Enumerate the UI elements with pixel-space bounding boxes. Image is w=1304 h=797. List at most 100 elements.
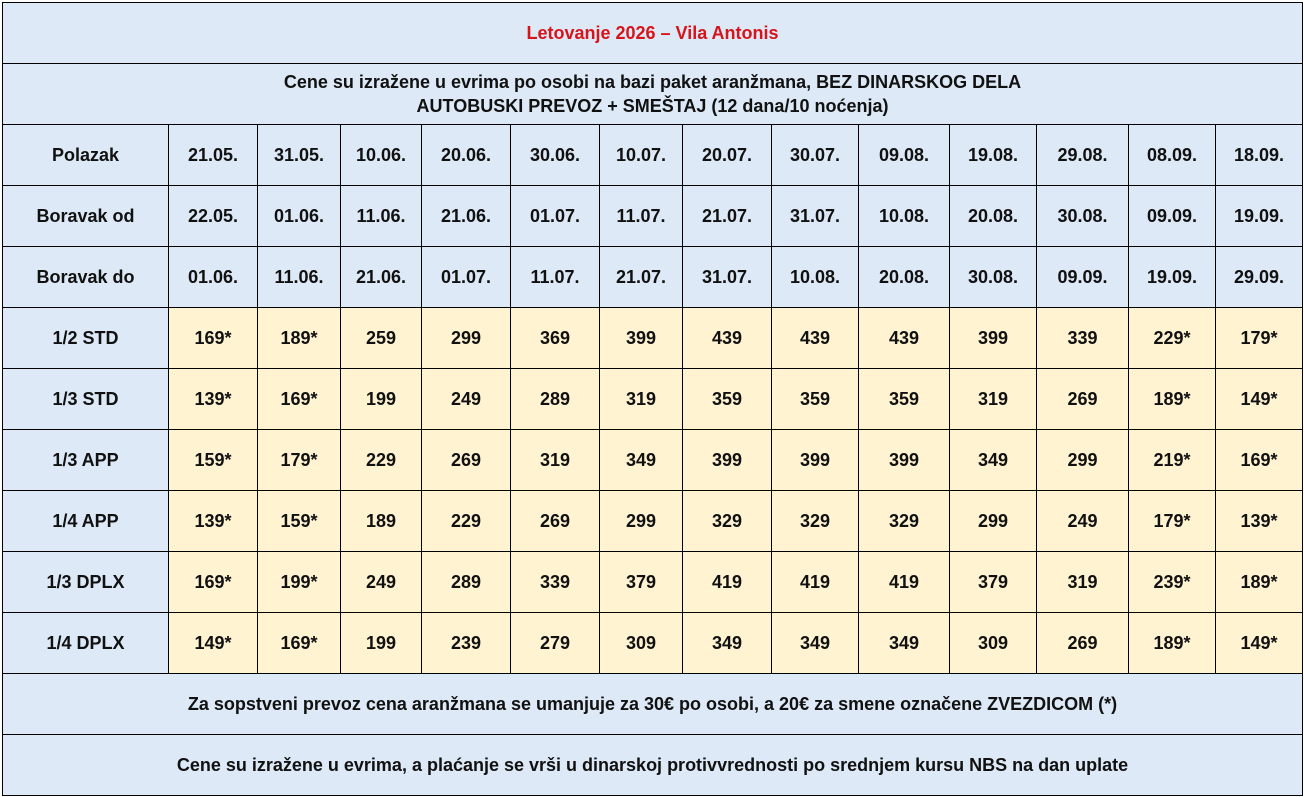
date-row: Boravak do 01.06. 11.06. 21.06. 01.07. 11.07.… [2,246,1304,308]
price-cell: 439 [771,307,859,369]
date-cell: 30.08. [949,246,1037,308]
price-cell: 359 [682,368,772,430]
price-cell: 169* [1214,429,1304,491]
price-cell: 239* [1128,551,1216,613]
dates-section: Polazak 21.05. 31.05. 10.06. 20.06. 30.06. 10.… [2,124,1304,308]
date-cell: 10.08. [858,185,950,247]
info-row: Cene su izražene u evrima po osobi na ba… [1,63,1304,125]
price-cell: 149* [168,612,258,674]
price-cell: 349 [682,612,772,674]
price-row: 1/2 STD 169* 189* 259 299 369 399 439 439 439 399 3… [2,307,1304,369]
date-cell: 21.07. [682,185,772,247]
price-cell: 169* [257,612,341,674]
price-cell: 199 [340,612,422,674]
price-cell: 279 [510,612,600,674]
date-cell: 01.06. [168,246,258,308]
date-cell: 31.07. [771,185,859,247]
price-cell: 399 [858,429,950,491]
price-cell: 159* [168,429,258,491]
date-row: Boravak od 22.05. 01.06. 11.06. 21.06. 01.07.… [2,185,1304,247]
price-cell: 359 [858,368,950,430]
row-label: 1/3 STD [2,368,169,430]
price-row: 1/4 APP 139* 159* 189 229 269 299 329 329 329 299 2… [2,490,1304,552]
price-cell: 259 [340,307,422,369]
price-cell: 319 [599,368,683,430]
prices-section: 1/2 STD 169* 189* 259 299 369 399 439 439 439 399 3… [2,307,1304,674]
date-cell: 09.09. [1128,185,1216,247]
date-cell: 31.05. [257,124,341,186]
price-cell: 299 [1036,429,1129,491]
price-cell: 269 [510,490,600,552]
price-cell: 349 [599,429,683,491]
price-cell: 189* [1128,612,1216,674]
date-cell: 10.08. [771,246,859,308]
price-cell: 269 [421,429,511,491]
price-cell: 329 [858,490,950,552]
price-cell: 369 [510,307,600,369]
note-row: Cene su izražene u evrima, a plaćanje se… [1,734,1304,796]
price-cell: 169* [257,368,341,430]
date-cell: 21.05. [168,124,258,186]
price-cell: 249 [340,551,422,613]
price-cell: 289 [421,551,511,613]
date-cell: 29.09. [1214,246,1304,308]
price-cell: 399 [771,429,859,491]
price-cell: 309 [599,612,683,674]
price-cell: 189* [1128,368,1216,430]
note-row: Za sopstveni prevoz cena aranžmana se um… [1,673,1304,735]
price-cell: 329 [682,490,772,552]
date-cell: 21.07. [599,246,683,308]
row-label: 1/4 APP [2,490,169,552]
price-cell: 309 [949,612,1037,674]
price-cell: 299 [949,490,1037,552]
date-cell: 18.09. [1214,124,1304,186]
price-cell: 439 [682,307,772,369]
price-cell: 399 [682,429,772,491]
date-cell: 10.07. [599,124,683,186]
price-cell: 159* [257,490,341,552]
price-cell: 149* [1214,368,1304,430]
price-cell: 349 [858,612,950,674]
row-label: 1/4 DPLX [2,612,169,674]
price-row: 1/4 DPLX 149* 169* 199 239 279 309 349 349 349 309… [2,612,1304,674]
date-cell: 20.07. [682,124,772,186]
pricing-info: Cene su izražene u evrima po osobi na ba… [1,63,1304,125]
price-cell: 219* [1128,429,1216,491]
row-label: Boravak do [2,246,169,308]
row-label: 1/3 DPLX [2,551,169,613]
date-cell: 19.08. [949,124,1037,186]
pricing-info-line-2: AUTOBUSKI PREVOZ + SMEŠTAJ (12 dana/10 n… [416,96,889,116]
price-cell: 419 [858,551,950,613]
price-cell: 189* [1214,551,1304,613]
date-cell: 09.08. [858,124,950,186]
title-row: Letovanje 2026 – Vila Antonis [1,2,1304,64]
price-cell: 149* [1214,612,1304,674]
price-row: 1/3 APP 159* 179* 229 269 319 349 399 399 399 349 2… [2,429,1304,491]
price-row: 1/3 DPLX 169* 199* 249 289 339 379 419 419 419 379… [2,551,1304,613]
price-cell: 249 [421,368,511,430]
price-cell: 419 [682,551,772,613]
date-cell: 30.08. [1036,185,1129,247]
price-cell: 139* [168,490,258,552]
price-cell: 169* [168,307,258,369]
price-cell: 329 [771,490,859,552]
price-cell: 289 [510,368,600,430]
date-cell: 29.08. [1036,124,1129,186]
date-cell: 30.07. [771,124,859,186]
date-cell: 11.06. [257,246,341,308]
date-cell: 21.06. [340,246,422,308]
price-cell: 379 [599,551,683,613]
row-label: Polazak [2,124,169,186]
date-cell: 19.09. [1214,185,1304,247]
price-cell: 139* [1214,490,1304,552]
row-label: 1/3 APP [2,429,169,491]
price-cell: 229 [340,429,422,491]
price-cell: 319 [949,368,1037,430]
row-label: 1/2 STD [2,307,169,369]
price-cell: 199 [340,368,422,430]
price-cell: 169* [168,551,258,613]
date-cell: 08.09. [1128,124,1216,186]
price-cell: 199* [257,551,341,613]
price-cell: 179* [257,429,341,491]
